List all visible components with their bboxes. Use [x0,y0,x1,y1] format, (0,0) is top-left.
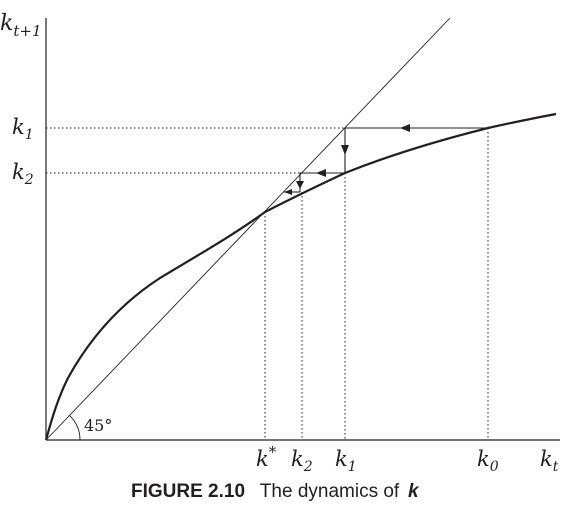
x-tick-kstar: k* [256,443,277,471]
x-tick-k1: k1 [335,447,357,475]
arrowhead-k0-left [400,124,410,132]
arrowhead-k1-left [316,169,326,177]
x-tick-k2: k2 [291,447,313,475]
caption-label: FIGURE 2.10 [131,481,245,502]
arrowhead-k2-down [296,181,304,189]
x-axis-label: kt [540,447,559,475]
x-tick-k0: k0 [477,447,499,475]
caption-var: k [408,481,420,502]
y-tick-k2: k2 [12,160,34,188]
caption-text: The dynamics of [260,481,400,502]
angle-label: 45° [84,416,112,435]
y-tick-k1: k1 [12,115,34,143]
capital-accumulation-curve [44,112,557,441]
y-axis-label: kt+1 [0,11,41,40]
arrowhead-k1-down [341,145,349,155]
forty-five-degree-line [45,17,451,441]
arrowhead-k2-left [284,189,292,195]
figure-caption: FIGURE 2.10 The dynamics of k [131,481,420,502]
angle-arc [69,415,81,441]
